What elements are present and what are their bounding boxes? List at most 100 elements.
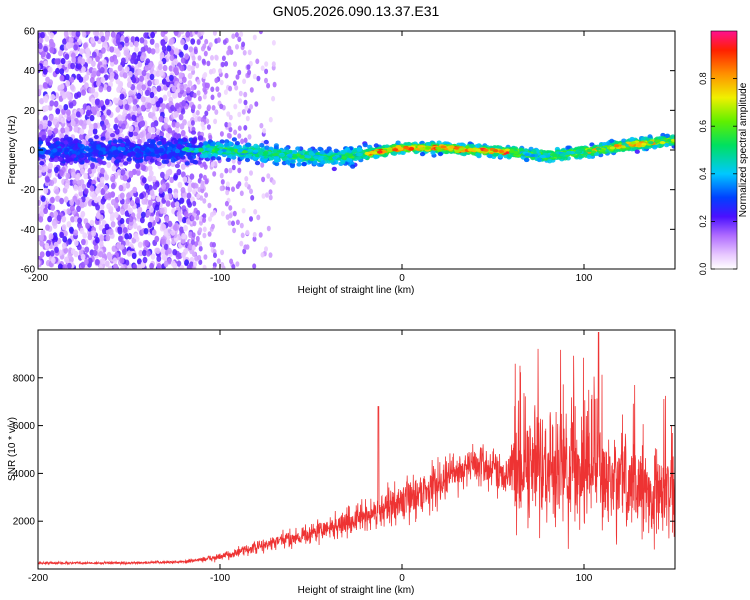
spectrogram-cell (192, 111, 197, 118)
spectrogram-cell (239, 31, 244, 37)
spectrogram-cell (144, 64, 150, 72)
spectrogram-cell (89, 76, 95, 84)
spectrogram-cell (164, 215, 170, 223)
spectrogram-cell (192, 92, 197, 99)
spectrogram-cell (231, 137, 237, 142)
spectrogram-cell (49, 41, 54, 49)
spectrogram-cell (184, 161, 190, 166)
spectrogram-cell (120, 114, 126, 122)
spectrogram-cell (79, 227, 85, 235)
spectrogram-cell (80, 261, 86, 268)
spectrogram-cell (100, 257, 106, 265)
spectrogram-cell (60, 57, 66, 65)
spectrogram-cell (62, 236, 68, 243)
spectrogram-cell (231, 186, 235, 192)
spectrogram-cell (184, 259, 190, 266)
spectrogram-cell (226, 49, 231, 56)
spectrogram-cell (137, 258, 142, 265)
spectrogram-cell (123, 161, 129, 166)
spectrogram-cell (67, 252, 73, 259)
spectrogram-cell (156, 263, 162, 269)
spectrogram-cell (166, 141, 173, 146)
spectrogram-cell (160, 40, 166, 47)
spectrogram-cell (141, 164, 147, 172)
spectrogram-cell (39, 161, 45, 166)
spectrogram-cell (140, 146, 146, 151)
spectrogram-cell (119, 217, 125, 225)
spectrogram-cell (301, 161, 307, 167)
spectrogram-cell (38, 259, 41, 266)
spectrogram-cell (202, 43, 207, 49)
spectrogram-cell (113, 211, 119, 219)
spectrogram-cell (159, 51, 165, 59)
spectrogram-cell (264, 246, 268, 252)
spectrogram-cell (149, 91, 155, 99)
spectrogram-cell (196, 210, 201, 216)
spectrogram-cell (266, 173, 271, 179)
spectrogram-cell (161, 253, 167, 261)
spectrogram-cell (136, 54, 142, 62)
spectrogram-cell (38, 169, 42, 177)
spectrogram-cell (91, 70, 97, 78)
spectrogram-cell (181, 216, 187, 224)
spectrogram-cell (174, 148, 180, 154)
spectrogram-cell (53, 210, 59, 218)
spectrogram-cell (249, 188, 253, 195)
spectrogram-cell (138, 115, 144, 122)
spectrogram-cell (149, 73, 155, 81)
spectrogram-cell (200, 183, 205, 190)
spectrogram-cell (260, 158, 266, 163)
spectrogram-cell (179, 51, 184, 58)
spectrogram-cell (221, 265, 226, 269)
spectrogram-cell (98, 224, 104, 231)
spectrogram-cell (241, 207, 246, 214)
spectrogram-cell (90, 97, 96, 104)
spectrogram-cell (59, 83, 65, 90)
spectrogram-cell (163, 31, 168, 35)
spectrogram-cell (69, 84, 75, 91)
spectrogram-cell (174, 163, 180, 169)
spectrogram-cell (59, 44, 65, 51)
spectrogram-cell (203, 50, 208, 57)
spectrogram-cell (79, 133, 84, 140)
spectrogram-cell (562, 156, 568, 161)
spectrogram-cell (258, 31, 263, 35)
spectrogram-cell (219, 185, 224, 192)
spectrogram-cell (116, 169, 122, 176)
spectrogram-cell (38, 131, 45, 136)
spectrogram-cell (240, 232, 245, 239)
spectrogram-cell (296, 162, 302, 167)
spectrogram-cell (347, 158, 353, 163)
spectrogram-cell (137, 241, 143, 248)
spectrogram-cell (64, 158, 70, 163)
spectrogram-cell (242, 78, 247, 85)
spectrogram-cell (48, 233, 54, 240)
spectrogram-cell (90, 37, 95, 44)
spectrogram-cell (242, 50, 247, 56)
spectrogram-cell (139, 75, 145, 82)
spectrogram-cell (212, 266, 217, 269)
spectrogram-cell (117, 228, 123, 235)
spectrogram-cell (180, 187, 186, 194)
spectrogram-cell (151, 175, 157, 183)
spectrogram-cell (40, 229, 46, 236)
spectrogram-cell (213, 118, 218, 125)
spectrogram-cell (272, 81, 277, 88)
spectrogram-cell (214, 77, 219, 84)
spectrogram-cell (132, 222, 138, 230)
spectrogram-cell (86, 152, 92, 157)
spectrogram-cell (109, 71, 115, 79)
spectrogram-cell (136, 107, 142, 114)
spectrogram-cell (40, 31, 45, 39)
spectrogram-cell (93, 122, 98, 130)
spectrogram-cell (134, 159, 141, 164)
spectrogram-cell (88, 138, 94, 143)
spectrogram-cell (85, 222, 90, 229)
spectrogram-cell (212, 31, 217, 36)
spectrogram-cell (105, 234, 111, 242)
spectrogram-cell (179, 65, 185, 72)
spectrogram-cell (159, 69, 164, 77)
spectrogram-cell (156, 85, 162, 92)
spectrogram-cell (202, 232, 207, 239)
